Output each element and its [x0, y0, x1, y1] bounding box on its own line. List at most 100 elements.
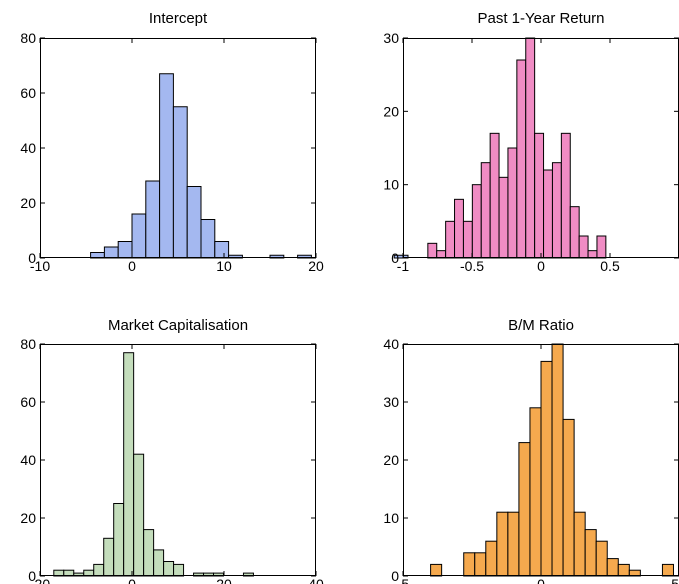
histogram-bar — [507, 511, 520, 577]
histogram-bar — [560, 132, 571, 259]
y-tick-label: 20 — [383, 103, 399, 119]
x-tick-label: 10 — [216, 258, 232, 274]
chart-title: Past 1-Year Return — [477, 10, 604, 27]
histogram-bar — [525, 37, 536, 259]
histogram-bar — [393, 254, 409, 259]
histogram-bar — [551, 343, 564, 577]
histogram-bar — [595, 540, 608, 577]
y-tick-label: 80 — [20, 336, 36, 352]
histogram-bar — [578, 235, 589, 259]
y-tick-label: 80 — [20, 30, 36, 46]
x-tick-label: 0 — [128, 576, 136, 584]
x-tick-label: 20 — [308, 258, 324, 274]
x-tick-label: 0.5 — [600, 258, 620, 274]
x-tick-label: 0 — [537, 258, 545, 274]
histogram-bar — [518, 442, 531, 577]
histogram-bar — [562, 418, 575, 577]
histogram-bar — [507, 147, 518, 259]
histogram-bar — [103, 246, 119, 259]
histogram-bar — [123, 352, 135, 577]
histogram-bar — [159, 73, 174, 259]
histogram-bar — [573, 511, 586, 577]
histogram-bar — [496, 511, 509, 577]
histogram-bar — [145, 180, 161, 259]
chart-title: Market Capitalisation — [108, 317, 248, 334]
histogram-bar — [463, 552, 476, 577]
x-tick-label: -1 — [397, 258, 410, 274]
histogram-bar — [587, 250, 598, 259]
y-tick-label: 20 — [383, 452, 399, 468]
y-tick-label: 0 — [391, 568, 399, 584]
histogram-bar — [113, 503, 125, 577]
y-tick-label: 30 — [383, 30, 399, 46]
histogram-bar — [584, 529, 597, 577]
histogram-bar — [153, 549, 165, 577]
x-tick-label: 0 — [537, 576, 545, 584]
histogram-bar — [596, 235, 607, 259]
x-tick-label: 40 — [308, 576, 324, 584]
x-tick-label: -5 — [397, 576, 410, 584]
y-tick-label: 20 — [20, 195, 36, 211]
histogram-bar — [485, 540, 498, 577]
histogram-bar — [143, 529, 155, 577]
histogram-bar — [186, 186, 202, 259]
histogram-bar — [454, 198, 464, 259]
x-tick-label: -0.5 — [460, 258, 484, 274]
y-tick-label: 0 — [28, 568, 36, 584]
histogram-bar — [173, 563, 185, 577]
histogram-bar — [471, 184, 482, 259]
y-tick-label: 60 — [20, 394, 36, 410]
x-tick-label: -20 — [30, 576, 50, 584]
axes-frame — [40, 344, 316, 576]
histogram-bar — [133, 453, 145, 577]
histogram-bar — [430, 563, 443, 577]
histogram-bar — [529, 407, 542, 577]
chart-title: Intercept — [149, 10, 208, 27]
y-tick-label: 10 — [383, 510, 399, 526]
histogram-bar — [661, 563, 674, 577]
past-1-year-return-histogram: -1 -0.5 0 0.5 0 10 20 30 Past 1-Year Return — [383, 10, 679, 274]
y-tick-label: 10 — [383, 177, 399, 193]
histogram-bar — [103, 537, 115, 577]
histogram-bar — [117, 241, 133, 259]
x-tick-label: 20 — [216, 576, 232, 584]
x-tick-label: 0 — [128, 258, 136, 274]
x-tick-label: 5 — [671, 576, 679, 584]
histogram-bar — [200, 219, 216, 259]
y-tick-label: 60 — [20, 85, 36, 101]
histogram-bar — [498, 176, 509, 259]
y-tick-label: 30 — [383, 394, 399, 410]
histogram-bar — [606, 558, 619, 577]
y-tick-label: 40 — [20, 140, 36, 156]
histogram-bar — [516, 59, 527, 259]
histogram-bar — [551, 162, 562, 259]
histogram-bar — [172, 106, 188, 259]
chart-title: B/M Ratio — [508, 317, 574, 334]
histogram-bar — [445, 220, 456, 259]
histogram-bar — [617, 563, 630, 577]
histogram-bar — [489, 132, 500, 259]
histogram-bar — [93, 563, 105, 577]
histogram-bar — [540, 360, 553, 577]
histogram-bar — [462, 220, 473, 259]
histogram-bar — [214, 241, 230, 259]
histogram-bar — [534, 132, 545, 259]
y-tick-label: 40 — [20, 452, 36, 468]
histogram-bar — [163, 561, 175, 577]
histogram-bar — [480, 162, 491, 259]
histogram-bar — [474, 552, 487, 577]
histogram-bar — [569, 206, 580, 259]
histogram-bar — [427, 242, 438, 259]
x-tick-label: -10 — [30, 258, 50, 274]
y-tick-label: 0 — [391, 250, 399, 266]
y-tick-label: 0 — [28, 250, 36, 266]
y-tick-label: 40 — [383, 336, 399, 352]
histogram-bar — [131, 213, 147, 259]
histogram-bar — [436, 250, 447, 259]
histogram-bar — [543, 169, 553, 259]
y-tick-label: 20 — [20, 510, 36, 526]
